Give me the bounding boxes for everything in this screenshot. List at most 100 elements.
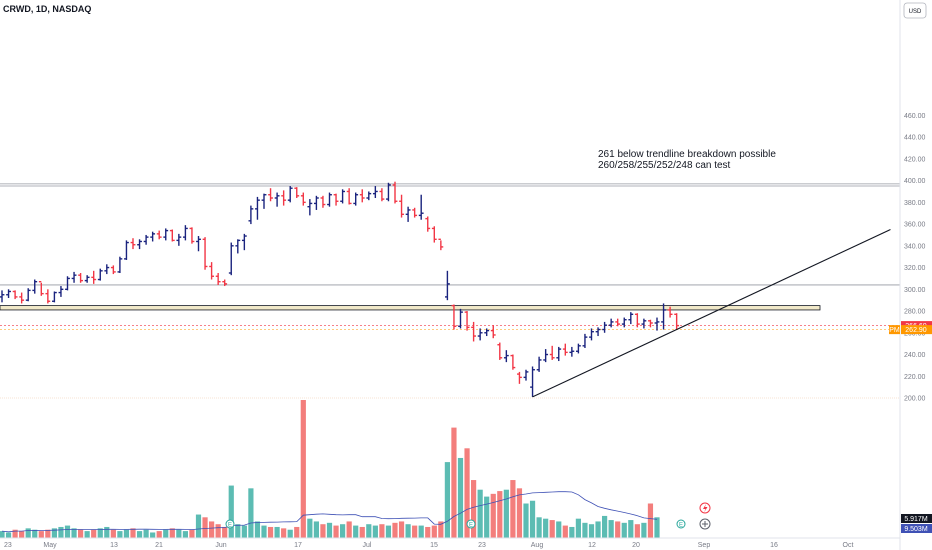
volume-bar	[353, 525, 359, 538]
ohlc-bar	[471, 321, 476, 342]
ohlc-bar	[287, 186, 293, 203]
ohlc-bar	[503, 350, 509, 363]
ohlc-bar	[595, 327, 601, 337]
ohlc-bar	[490, 325, 496, 339]
ohlc-bar	[648, 319, 653, 328]
ohlc-bar	[78, 272, 83, 283]
time-tick-label: 17	[294, 542, 302, 549]
volume-label: 5.917M 9.503M	[901, 514, 932, 533]
earnings-icon[interactable]: E	[676, 519, 686, 529]
price-tick-label: 240.00	[904, 352, 926, 359]
currency-button[interactable]: USD	[903, 2, 927, 19]
ohlc-bar	[634, 313, 640, 328]
lightning-icon[interactable]	[699, 502, 711, 514]
volume-bar	[0, 531, 5, 538]
ohlc-bar	[425, 216, 431, 232]
volume-bar	[274, 526, 280, 538]
ohlc-bar	[143, 234, 149, 245]
ohlc-bar	[0, 290, 5, 303]
ohlc-bar	[228, 242, 234, 276]
volume-bar	[84, 531, 90, 538]
ohlc-bar	[261, 193, 267, 209]
ohlc-bar	[451, 304, 457, 330]
volume-bar	[248, 488, 254, 538]
ohlc-bar	[150, 231, 156, 242]
ohlc-bar	[602, 321, 607, 333]
price-tick-label: 340.00	[904, 243, 926, 250]
ohlc-bar	[58, 286, 64, 297]
time-tick-label: 23	[478, 542, 486, 549]
ohlc-bar	[248, 205, 254, 225]
volume-bar	[25, 528, 31, 538]
annotation-line-1: 261 below trendline breakdown possible	[598, 149, 776, 160]
time-tick-label: 23	[4, 542, 12, 549]
premarket-tag: PM	[889, 327, 900, 334]
earnings-icon[interactable]: E	[225, 519, 235, 529]
time-tick-label: Oct	[843, 542, 854, 549]
volume-bar	[169, 528, 175, 538]
ohlc-bar	[523, 369, 529, 381]
horizontal-lines	[0, 183, 900, 399]
ohlc-bar	[392, 181, 398, 204]
ohlc-bar	[458, 308, 463, 329]
ohlc-bar	[477, 328, 483, 341]
volume-bar	[215, 524, 221, 538]
ohlc-bar	[52, 291, 57, 303]
ohlc-bar	[608, 318, 614, 328]
price-tick-label: 300.00	[904, 287, 926, 294]
ohlc-bar	[38, 280, 44, 296]
volume-bar	[320, 524, 326, 538]
ohlc-bar	[320, 195, 326, 208]
volume-value: 5.917M	[904, 516, 928, 523]
resistance-zone[interactable]	[0, 305, 821, 311]
volume-bar	[333, 525, 339, 538]
price-tick-label: 440.00	[904, 135, 926, 142]
plus-icon[interactable]	[699, 518, 711, 530]
ohlc-bar	[418, 194, 424, 220]
ohlc-bar	[654, 317, 660, 331]
ohlc-bar	[549, 345, 555, 360]
ohlc-bar	[464, 311, 470, 331]
volume-bar	[261, 525, 267, 538]
ohlc-bar	[91, 270, 97, 284]
ohlc-bar	[346, 188, 352, 205]
time-axis[interactable]: 23 May 13 21 Jun 17 Jul 15 23 Aug 12 20 Sep 16 Oct	[4, 542, 853, 549]
volume-bar	[608, 520, 614, 538]
earnings-icon[interactable]: E	[466, 519, 476, 529]
volume-bar	[510, 480, 516, 538]
ohlc-bar	[589, 328, 594, 341]
volume-bar	[615, 521, 621, 538]
earnings-icon-label: E	[228, 523, 232, 529]
time-tick-label: 13	[110, 542, 118, 549]
volume-bar	[58, 526, 64, 538]
volume-pane	[0, 400, 660, 538]
ohlc-bar	[215, 272, 221, 285]
currency-label: USD	[909, 9, 922, 15]
volume-bar	[209, 521, 215, 538]
volume-bar	[543, 518, 549, 538]
annotation-line-2: 260/258/255/252/248 can test	[598, 160, 731, 171]
ohlc-bar	[176, 233, 182, 246]
ohlc-bar	[32, 279, 38, 294]
volume-bar	[254, 521, 261, 538]
ohlc-bar	[222, 279, 228, 287]
time-tick-label: 16	[770, 542, 778, 549]
volume-bar	[104, 526, 110, 538]
volume-bar	[464, 448, 470, 538]
time-tick-label: 20	[632, 542, 640, 549]
volume-bar	[523, 503, 529, 538]
volume-bar	[477, 489, 483, 538]
ohlc-bar	[189, 227, 195, 244]
ohlc-bar	[379, 188, 385, 202]
ohlc-bar	[235, 239, 241, 254]
ohlc-bar	[169, 229, 175, 242]
ohlc-bar	[674, 313, 680, 330]
annotation[interactable]: 261 below trendline breakdown possible 2…	[598, 149, 776, 171]
ohlc-bar	[359, 189, 365, 203]
volume-bar	[38, 531, 44, 538]
ohlc-bar	[484, 328, 490, 337]
volume-bar	[425, 526, 431, 538]
ohlc-bar	[314, 195, 319, 210]
trendline[interactable]	[532, 229, 891, 398]
